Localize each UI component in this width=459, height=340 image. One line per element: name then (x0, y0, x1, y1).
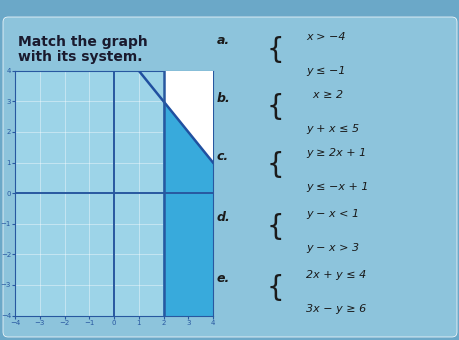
Text: c.: c. (216, 150, 228, 163)
Text: y − x > 3: y − x > 3 (305, 243, 358, 253)
Text: b.: b. (216, 92, 230, 105)
Text: y − x < 1: y − x < 1 (305, 209, 358, 219)
Text: {: { (266, 274, 283, 302)
Text: x > −4: x > −4 (305, 32, 345, 42)
Text: {: { (266, 212, 283, 240)
Text: {: { (266, 94, 283, 121)
Text: a.: a. (216, 34, 229, 47)
Text: x ≥ 2: x ≥ 2 (305, 90, 342, 100)
Text: e.: e. (216, 272, 230, 285)
Text: y ≤ −1: y ≤ −1 (305, 66, 345, 76)
Text: with its system.: with its system. (18, 50, 142, 64)
Text: y + x ≤ 5: y + x ≤ 5 (305, 124, 358, 134)
FancyBboxPatch shape (3, 17, 456, 337)
Text: y ≤ −x + 1: y ≤ −x + 1 (305, 182, 368, 192)
Text: 3x − y ≥ 6: 3x − y ≥ 6 (305, 304, 365, 314)
Text: d.: d. (216, 211, 230, 224)
Text: {: { (266, 151, 283, 179)
Polygon shape (163, 71, 213, 163)
Text: {: { (266, 36, 283, 64)
Text: Match the graph: Match the graph (18, 35, 147, 49)
Text: y ≥ 2x + 1: y ≥ 2x + 1 (305, 148, 365, 158)
Text: 2x + y ≤ 4: 2x + y ≤ 4 (305, 270, 365, 280)
